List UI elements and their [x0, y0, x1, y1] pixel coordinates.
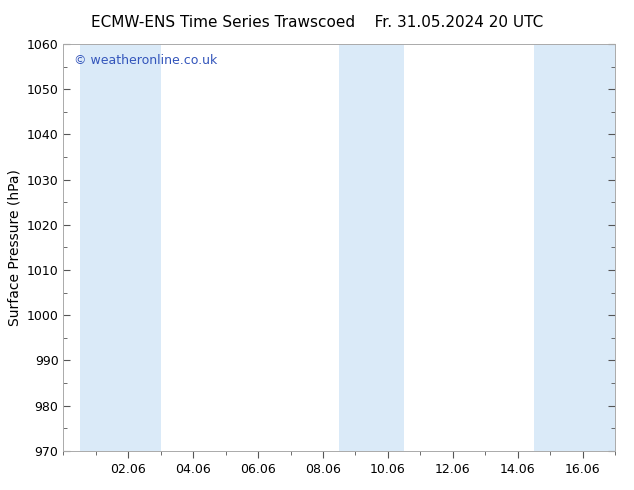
Y-axis label: Surface Pressure (hPa): Surface Pressure (hPa) — [7, 169, 21, 326]
Text: ECMW-ENS Time Series Trawscoed    Fr. 31.05.2024 20 UTC: ECMW-ENS Time Series Trawscoed Fr. 31.05… — [91, 15, 543, 30]
Text: © weatheronline.co.uk: © weatheronline.co.uk — [74, 54, 217, 67]
Bar — [80, 44, 161, 451]
Bar — [339, 44, 404, 451]
Bar — [534, 44, 615, 451]
